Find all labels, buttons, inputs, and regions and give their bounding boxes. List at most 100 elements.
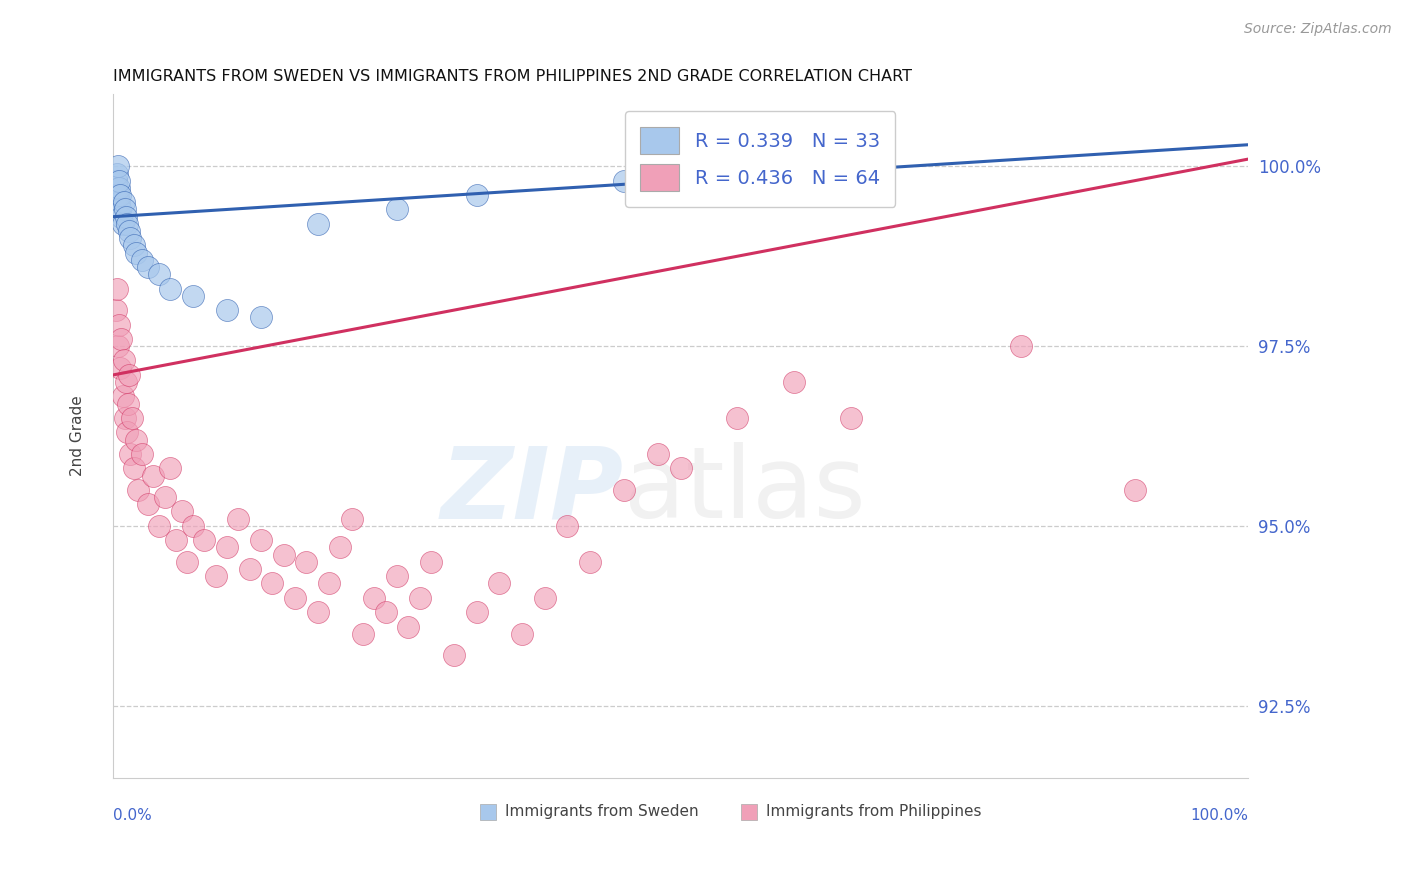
- Text: 100.0%: 100.0%: [1189, 808, 1249, 823]
- Point: [250, 310, 273, 325]
- Point: [125, 433, 148, 447]
- Point: [115, 425, 138, 440]
- Point: [117, 397, 139, 411]
- Point: [148, 519, 170, 533]
- Point: [107, 339, 129, 353]
- Point: [488, 576, 510, 591]
- Point: [409, 591, 432, 605]
- Point: [105, 282, 128, 296]
- Point: [107, 188, 129, 202]
- Point: [443, 648, 465, 663]
- Point: [555, 519, 578, 533]
- Point: [105, 181, 128, 195]
- Point: [250, 533, 273, 548]
- Point: [110, 332, 132, 346]
- Point: [613, 483, 636, 497]
- Y-axis label: 2nd Grade: 2nd Grade: [70, 396, 86, 476]
- Text: Source: ZipAtlas.com: Source: ZipAtlas.com: [1244, 22, 1392, 37]
- Point: [110, 360, 132, 375]
- Point: [385, 202, 408, 217]
- Text: IMMIGRANTS FROM SWEDEN VS IMMIGRANTS FROM PHILIPPINES 2ND GRADE CORRELATION CHAR: IMMIGRANTS FROM SWEDEN VS IMMIGRANTS FRO…: [114, 69, 912, 84]
- Point: [307, 605, 329, 619]
- Point: [170, 504, 193, 518]
- Point: [131, 252, 153, 267]
- Point: [136, 260, 159, 274]
- Point: [108, 181, 131, 195]
- Point: [839, 411, 862, 425]
- Point: [120, 447, 142, 461]
- Point: [1123, 483, 1146, 497]
- Point: [111, 217, 134, 231]
- Point: [329, 541, 352, 555]
- Text: Immigrants from Philippines: Immigrants from Philippines: [766, 805, 981, 819]
- Point: [110, 202, 132, 217]
- Point: [181, 289, 204, 303]
- Point: [112, 195, 135, 210]
- Point: [340, 511, 363, 525]
- Point: [352, 626, 374, 640]
- Point: [318, 576, 340, 591]
- Point: [295, 555, 318, 569]
- Point: [110, 188, 132, 202]
- Point: [215, 303, 238, 318]
- Point: [111, 389, 134, 403]
- Point: [125, 245, 148, 260]
- Point: [142, 468, 165, 483]
- Point: [273, 548, 295, 562]
- Point: [122, 238, 145, 252]
- Point: [1010, 339, 1032, 353]
- Point: [136, 497, 159, 511]
- Point: [647, 447, 669, 461]
- Point: [120, 231, 142, 245]
- Point: [115, 217, 138, 231]
- Point: [579, 555, 602, 569]
- Point: [398, 619, 420, 633]
- Point: [465, 188, 488, 202]
- Point: [465, 605, 488, 619]
- Point: [307, 217, 329, 231]
- Text: atlas: atlas: [624, 442, 866, 539]
- Point: [839, 159, 862, 173]
- Point: [127, 483, 149, 497]
- Text: ZIP: ZIP: [441, 442, 624, 539]
- Point: [118, 368, 141, 382]
- Point: [159, 282, 181, 296]
- Point: [510, 626, 533, 640]
- Legend: R = 0.339   N = 33, R = 0.436   N = 64: R = 0.339 N = 33, R = 0.436 N = 64: [624, 111, 896, 207]
- Point: [669, 461, 692, 475]
- Point: [533, 591, 555, 605]
- Point: [363, 591, 385, 605]
- Point: [613, 174, 636, 188]
- Point: [215, 541, 238, 555]
- Point: [118, 224, 141, 238]
- Point: [108, 174, 131, 188]
- Point: [105, 167, 128, 181]
- Point: [204, 569, 226, 583]
- Point: [112, 353, 135, 368]
- Point: [420, 555, 443, 569]
- Point: [385, 569, 408, 583]
- Point: [193, 533, 215, 548]
- Point: [761, 167, 783, 181]
- Point: [107, 159, 129, 173]
- Point: [783, 375, 806, 389]
- Point: [114, 411, 136, 425]
- Point: [108, 195, 131, 210]
- Point: [165, 533, 187, 548]
- Point: [115, 210, 138, 224]
- Point: [727, 411, 749, 425]
- Point: [148, 267, 170, 281]
- Point: [110, 210, 132, 224]
- Point: [226, 511, 249, 525]
- Point: [284, 591, 307, 605]
- Point: [121, 411, 143, 425]
- Point: [181, 519, 204, 533]
- Point: [239, 562, 262, 576]
- Point: [262, 576, 284, 591]
- Point: [104, 303, 127, 318]
- Point: [114, 202, 136, 217]
- Point: [122, 461, 145, 475]
- Text: Immigrants from Sweden: Immigrants from Sweden: [505, 805, 699, 819]
- Point: [159, 461, 181, 475]
- Point: [115, 375, 138, 389]
